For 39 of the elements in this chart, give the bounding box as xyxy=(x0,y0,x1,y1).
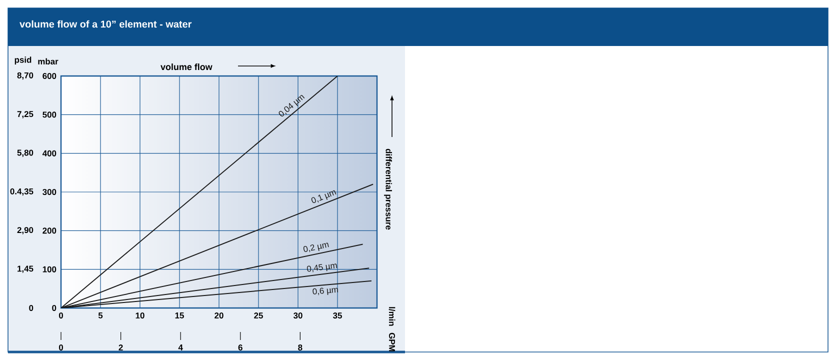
x-tick-label: 20 xyxy=(214,312,224,319)
x-tick-label: 25 xyxy=(254,312,263,319)
x2-tick-label: 0 xyxy=(58,344,64,351)
x-tick-label: 15 xyxy=(175,312,184,318)
chart-title: volume flow of a 10” element - water xyxy=(20,20,192,28)
text: l/min xyxy=(388,307,396,326)
y-tick-label: 400 xyxy=(42,150,56,156)
y2-tick-label: 0 xyxy=(29,305,34,311)
y-tick-label: 600 xyxy=(42,73,56,79)
text: 0,45 µm xyxy=(306,264,338,272)
y-tick-label: 300 xyxy=(42,189,56,196)
y-tick-label: 200 xyxy=(42,228,56,234)
y2-tick-label: 8,70 xyxy=(17,72,34,80)
x2-tick-label: 4 xyxy=(178,344,183,350)
text: GPM xyxy=(389,332,395,352)
text: volume flow xyxy=(160,64,212,70)
y-tick-label: 0 xyxy=(52,305,56,311)
y-tick-label: 100 xyxy=(42,266,56,272)
y2-tick-label: 1,45 xyxy=(18,266,34,273)
x-tick-label: 10 xyxy=(136,312,144,319)
x-tick-label: 5 xyxy=(98,312,103,318)
y2-axis-title: psid xyxy=(14,56,32,64)
x2-tick-label: 8 xyxy=(298,344,302,351)
y-tick-label: 500 xyxy=(42,112,56,118)
x2-tick-label: 2 xyxy=(118,344,123,350)
y-axis-title: mbar xyxy=(38,58,58,64)
y2-tick-label: 0.4,35 xyxy=(10,188,34,196)
x2-tick-label: 6 xyxy=(238,344,242,351)
series-label: 0,6 µm xyxy=(312,288,338,296)
x-tick-label: 0 xyxy=(58,312,64,319)
y2-tick-label: 5,80 xyxy=(17,150,34,157)
text: differential pressure xyxy=(384,148,392,230)
y2-tick-label: 7,25 xyxy=(17,111,34,118)
x-tick-label: 30 xyxy=(293,312,302,319)
y2-tick-label: 2,90 xyxy=(17,227,34,234)
x-tick-label: 35 xyxy=(332,312,342,319)
text: 0,2 µm xyxy=(303,242,329,252)
text: 0,1 µm xyxy=(311,190,336,204)
text: 0,04 µm xyxy=(278,94,305,116)
